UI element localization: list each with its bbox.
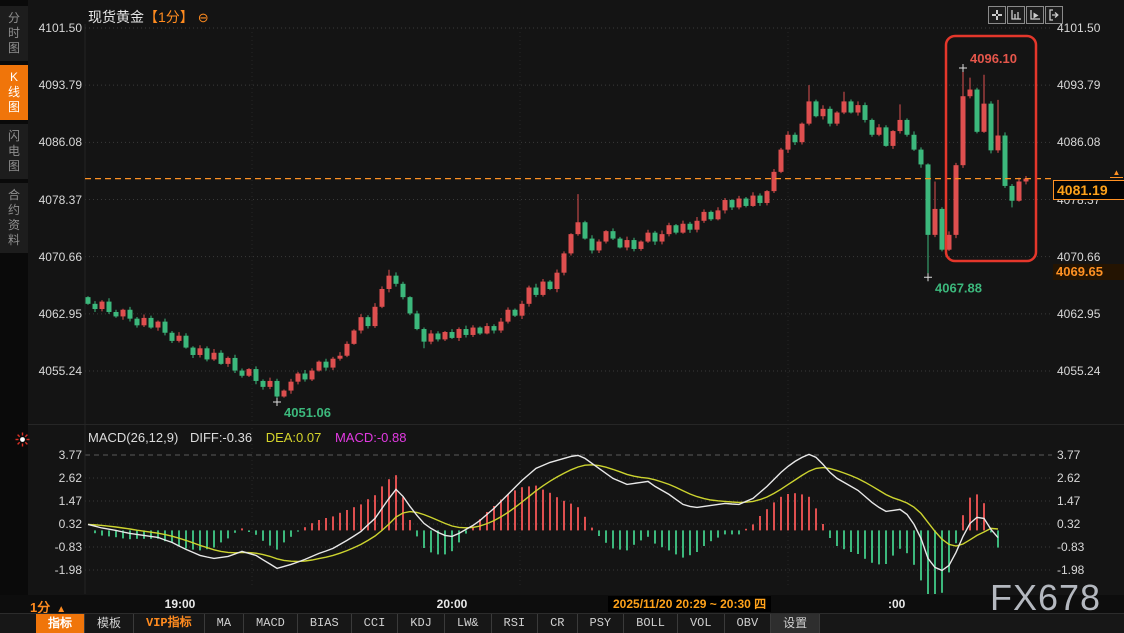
left-sidebar: 分时图 K线图闪电图合约资料 — [0, 0, 30, 595]
annotations-layer: 4096.10 4067.88 4051.06 — [273, 51, 1017, 420]
price-marker-icon: ▲ — [1110, 169, 1123, 178]
interval-tag: 【1分】 — [144, 9, 194, 25]
toolbar-item-BIAS[interactable]: BIAS — [298, 614, 352, 633]
pane-divider[interactable] — [28, 424, 1124, 425]
sidebar-tab-K线图[interactable]: K线图 — [0, 65, 28, 120]
move-crosshair-icon[interactable] — [988, 6, 1006, 24]
toolbar-item-MA[interactable]: MA — [205, 614, 245, 633]
current-price-badge: 4081.19 — [1053, 180, 1124, 200]
time-label-remnant: :00 — [888, 597, 906, 611]
time-tick-label: 20:00 — [436, 597, 468, 611]
macd-params: MACD(26,12,9) — [88, 430, 179, 445]
toolbar-item-OBV[interactable]: OBV — [725, 614, 772, 633]
macd-hist-value: MACD:-0.88 — [334, 430, 407, 445]
svg-text:4051.06: 4051.06 — [284, 405, 331, 420]
toolbar-item-MACD[interactable]: MACD — [244, 614, 298, 633]
time-axis: 1分 ▲ 19:00 20:00 2025/11/20 20:29 ~ 20:30 … — [0, 595, 1124, 616]
highlight-box[interactable] — [944, 34, 1038, 263]
toolbar-item-RSI[interactable]: RSI — [492, 614, 539, 633]
time-range-tooltip: 2025/11/20 20:29 ~ 20:30 四 — [608, 596, 772, 612]
prev-settle-badge: 4069.65 — [1053, 264, 1124, 280]
svg-text:4067.88: 4067.88 — [935, 280, 982, 295]
toolbar-item-CCI[interactable]: CCI — [352, 614, 399, 633]
chevron-up-icon: ▲ — [56, 604, 67, 615]
interval-selector[interactable]: 1分 ▲ — [30, 597, 66, 616]
indicator-toolbar: 指标 模板 VIP指标 MA MACD BIAS CCI KDJ LW& RSI CR PSY BOLL… — [0, 613, 1124, 633]
toolbar-item-CR[interactable]: CR — [538, 614, 578, 633]
sidebar-tab-分时图[interactable]: 分时图 — [0, 6, 28, 61]
chart-title: 现货黄金【1分】 ⊖ — [88, 7, 209, 27]
indicator-alert-icon[interactable] — [15, 432, 30, 447]
sidebar-tab-闪电图[interactable]: 闪电图 — [0, 124, 28, 179]
macd-layer — [87, 453, 999, 594]
sidebar-tab-合约资料[interactable]: 合约资料 — [0, 183, 28, 253]
brand-watermark: FX678 — [990, 577, 1102, 618]
jump-latest-icon[interactable] — [1045, 6, 1063, 24]
auto-scroll-icon[interactable] — [1026, 6, 1044, 24]
svg-text:4096.10: 4096.10 — [970, 51, 1017, 66]
toolbar-item-设置[interactable]: 设置 — [771, 614, 821, 633]
toolbar-item-VIP指标[interactable]: VIP指标 — [134, 614, 205, 633]
toolbar-item-模板[interactable]: 模板 — [85, 614, 135, 633]
toolbar-item-VOL[interactable]: VOL — [678, 614, 725, 633]
collapse-pane-icon[interactable]: ⊖ — [197, 10, 209, 25]
toolbar-item-KDJ[interactable]: KDJ — [398, 614, 445, 633]
interval-label: 1分 — [30, 600, 51, 615]
candles-layer — [85, 68, 1029, 402]
gridlines — [84, 24, 1052, 594]
toolbar-item-指标[interactable]: 指标 — [36, 614, 86, 633]
toolbar-item-BOLL[interactable]: BOLL — [624, 614, 678, 633]
symbol-name: 现货黄金 — [88, 9, 144, 25]
time-tick-label: 19:00 — [164, 597, 196, 611]
toolbar-item-PSY[interactable]: PSY — [578, 614, 625, 633]
macd-dea-value: DEA:0.07 — [265, 430, 322, 445]
y-scale-icon[interactable] — [1007, 6, 1025, 24]
macd-diff-value: DIFF:-0.36 — [189, 430, 253, 445]
chart-canvas[interactable]: 4096.10 4067.88 4051.06 — [0, 0, 1124, 595]
chart-tool-icons — [988, 6, 1064, 24]
toolbar-item-LW&[interactable]: LW& — [445, 614, 492, 633]
macd-header: MACD(26,12,9) DIFF:-0.36 DEA:0.07 MACD:-… — [88, 430, 407, 445]
